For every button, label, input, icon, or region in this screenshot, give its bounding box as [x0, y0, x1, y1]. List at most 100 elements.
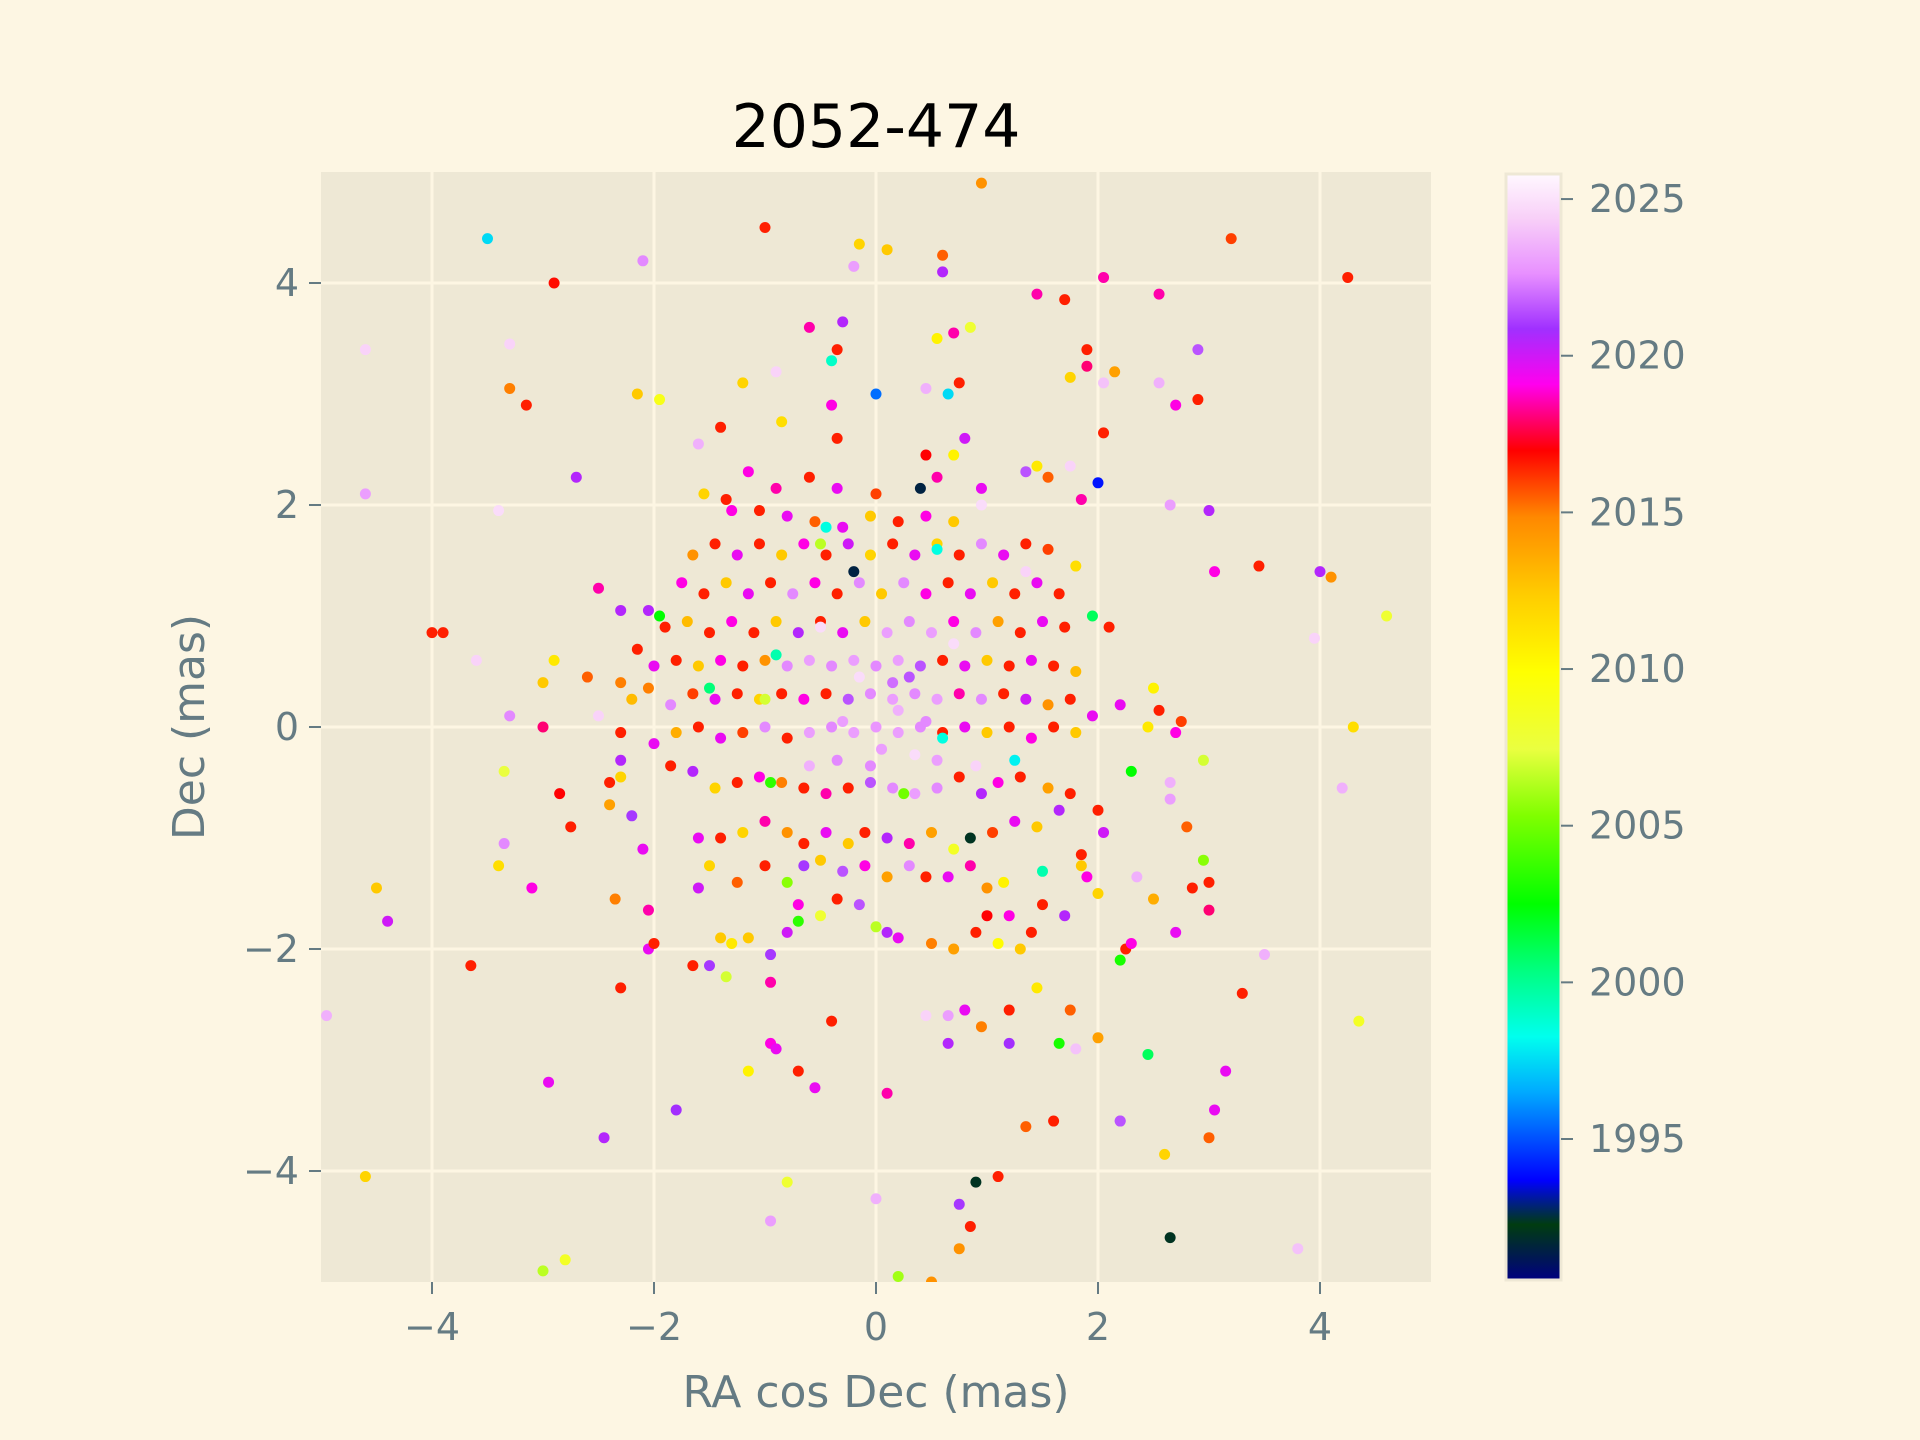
data-point: [759, 222, 771, 233]
data-point: [831, 432, 843, 444]
data-point: [759, 693, 771, 705]
data-point: [792, 915, 804, 927]
data-point: [1020, 566, 1032, 578]
data-point: [798, 538, 810, 550]
data-point: [1170, 727, 1182, 739]
data-point: [920, 715, 932, 727]
data-point: [1059, 910, 1071, 922]
data-point: [726, 616, 738, 628]
data-point: [753, 505, 765, 517]
data-point: [887, 782, 899, 794]
y-tick-label: 2: [275, 483, 299, 527]
data-point: [1164, 499, 1176, 511]
data-point: [826, 355, 838, 367]
data-point: [765, 976, 777, 988]
data-point: [687, 549, 699, 561]
colorbar-tick-label: 2005: [1589, 804, 1686, 848]
data-point: [920, 588, 932, 600]
y-tick-label: −4: [243, 1149, 299, 1193]
data-point: [692, 721, 704, 733]
data-point: [937, 654, 949, 666]
data-point: [742, 1065, 754, 1077]
data-point: [1181, 821, 1193, 833]
data-point: [1003, 1004, 1015, 1016]
data-point: [726, 937, 738, 949]
data-point: [737, 826, 749, 838]
x-tick-label: 0: [864, 1305, 888, 1349]
data-point: [1342, 271, 1354, 283]
data-point: [926, 627, 937, 639]
data-point: [1092, 1032, 1104, 1044]
data-point: [926, 937, 937, 949]
data-point: [820, 521, 832, 533]
data-point: [593, 582, 604, 594]
data-point: [975, 177, 987, 189]
data-point: [1014, 627, 1026, 639]
data-point: [1053, 588, 1065, 600]
data-point: [465, 960, 477, 972]
colorbar: [1504, 172, 1563, 1282]
data-point: [881, 832, 893, 844]
data-point: [1197, 854, 1209, 866]
data-point: [909, 549, 921, 561]
y-axis: −4 −2 0 2 4: [243, 261, 321, 1193]
data-point: [975, 788, 987, 800]
data-point: [859, 616, 871, 628]
data-point: [887, 693, 899, 705]
data-point: [520, 399, 532, 411]
data-point: [803, 321, 815, 333]
data-point: [704, 860, 715, 872]
data-point: [1025, 732, 1037, 744]
data-point: [1197, 754, 1209, 766]
data-point: [648, 660, 660, 672]
data-point: [1114, 1115, 1126, 1127]
data-point: [1131, 871, 1143, 883]
data-point: [1347, 721, 1359, 733]
colorbar-tick-label: 2010: [1589, 647, 1686, 691]
data-point: [803, 760, 815, 772]
data-point: [892, 727, 904, 739]
data-point: [565, 821, 577, 833]
data-point: [742, 466, 754, 478]
data-point: [720, 971, 732, 983]
data-point: [848, 260, 860, 272]
data-point: [504, 710, 516, 722]
data-point: [615, 771, 627, 783]
data-point: [1220, 1065, 1232, 1077]
data-point: [887, 677, 899, 689]
data-point: [792, 1065, 804, 1077]
data-point: [914, 660, 926, 672]
data-point: [776, 777, 788, 788]
data-point: [881, 627, 893, 639]
data-point: [1292, 1243, 1304, 1255]
data-point: [537, 1265, 549, 1277]
data-point: [970, 926, 982, 938]
data-point: [715, 832, 727, 844]
data-point: [615, 754, 627, 766]
data-point: [787, 588, 799, 600]
data-point: [615, 727, 627, 739]
data-point: [781, 660, 793, 672]
data-point: [504, 382, 516, 394]
data-point: [631, 388, 643, 400]
data-point: [831, 588, 843, 600]
data-point: [931, 754, 943, 766]
data-point: [1003, 721, 1015, 733]
data-point: [881, 871, 893, 883]
data-point: [1164, 1232, 1176, 1244]
data-point: [1064, 1004, 1076, 1016]
data-point: [1114, 954, 1126, 966]
data-point: [870, 1193, 882, 1205]
data-point: [720, 493, 732, 505]
data-point: [831, 482, 843, 494]
data-point: [831, 893, 843, 905]
data-point: [698, 488, 710, 500]
data-point: [371, 882, 382, 894]
data-point: [1098, 826, 1110, 838]
data-point: [881, 926, 893, 938]
data-point: [892, 654, 904, 666]
data-point: [781, 510, 793, 522]
data-point: [748, 627, 760, 639]
data-point: [992, 937, 1004, 949]
data-point: [687, 765, 699, 777]
